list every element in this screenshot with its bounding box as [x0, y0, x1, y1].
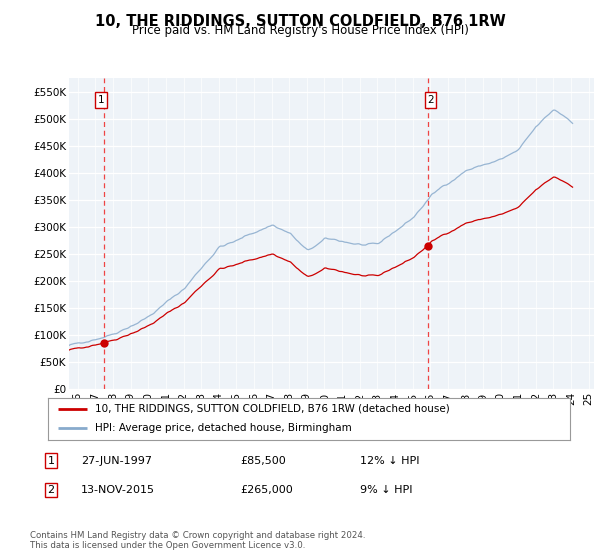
- Text: Price paid vs. HM Land Registry's House Price Index (HPI): Price paid vs. HM Land Registry's House …: [131, 24, 469, 37]
- Text: 12% ↓ HPI: 12% ↓ HPI: [360, 456, 419, 466]
- Text: 10, THE RIDDINGS, SUTTON COLDFIELD, B76 1RW: 10, THE RIDDINGS, SUTTON COLDFIELD, B76 …: [95, 14, 505, 29]
- Text: 9% ↓ HPI: 9% ↓ HPI: [360, 485, 413, 495]
- Text: 1: 1: [47, 456, 55, 466]
- Text: 27-JUN-1997: 27-JUN-1997: [81, 456, 152, 466]
- Text: 2: 2: [47, 485, 55, 495]
- Text: HPI: Average price, detached house, Birmingham: HPI: Average price, detached house, Birm…: [95, 423, 352, 433]
- Text: £265,000: £265,000: [240, 485, 293, 495]
- Text: 1: 1: [98, 95, 104, 105]
- Text: 10, THE RIDDINGS, SUTTON COLDFIELD, B76 1RW (detached house): 10, THE RIDDINGS, SUTTON COLDFIELD, B76 …: [95, 404, 450, 414]
- Text: 13-NOV-2015: 13-NOV-2015: [81, 485, 155, 495]
- Text: Contains HM Land Registry data © Crown copyright and database right 2024.
This d: Contains HM Land Registry data © Crown c…: [30, 530, 365, 550]
- Text: £85,500: £85,500: [240, 456, 286, 466]
- Text: 2: 2: [427, 95, 434, 105]
